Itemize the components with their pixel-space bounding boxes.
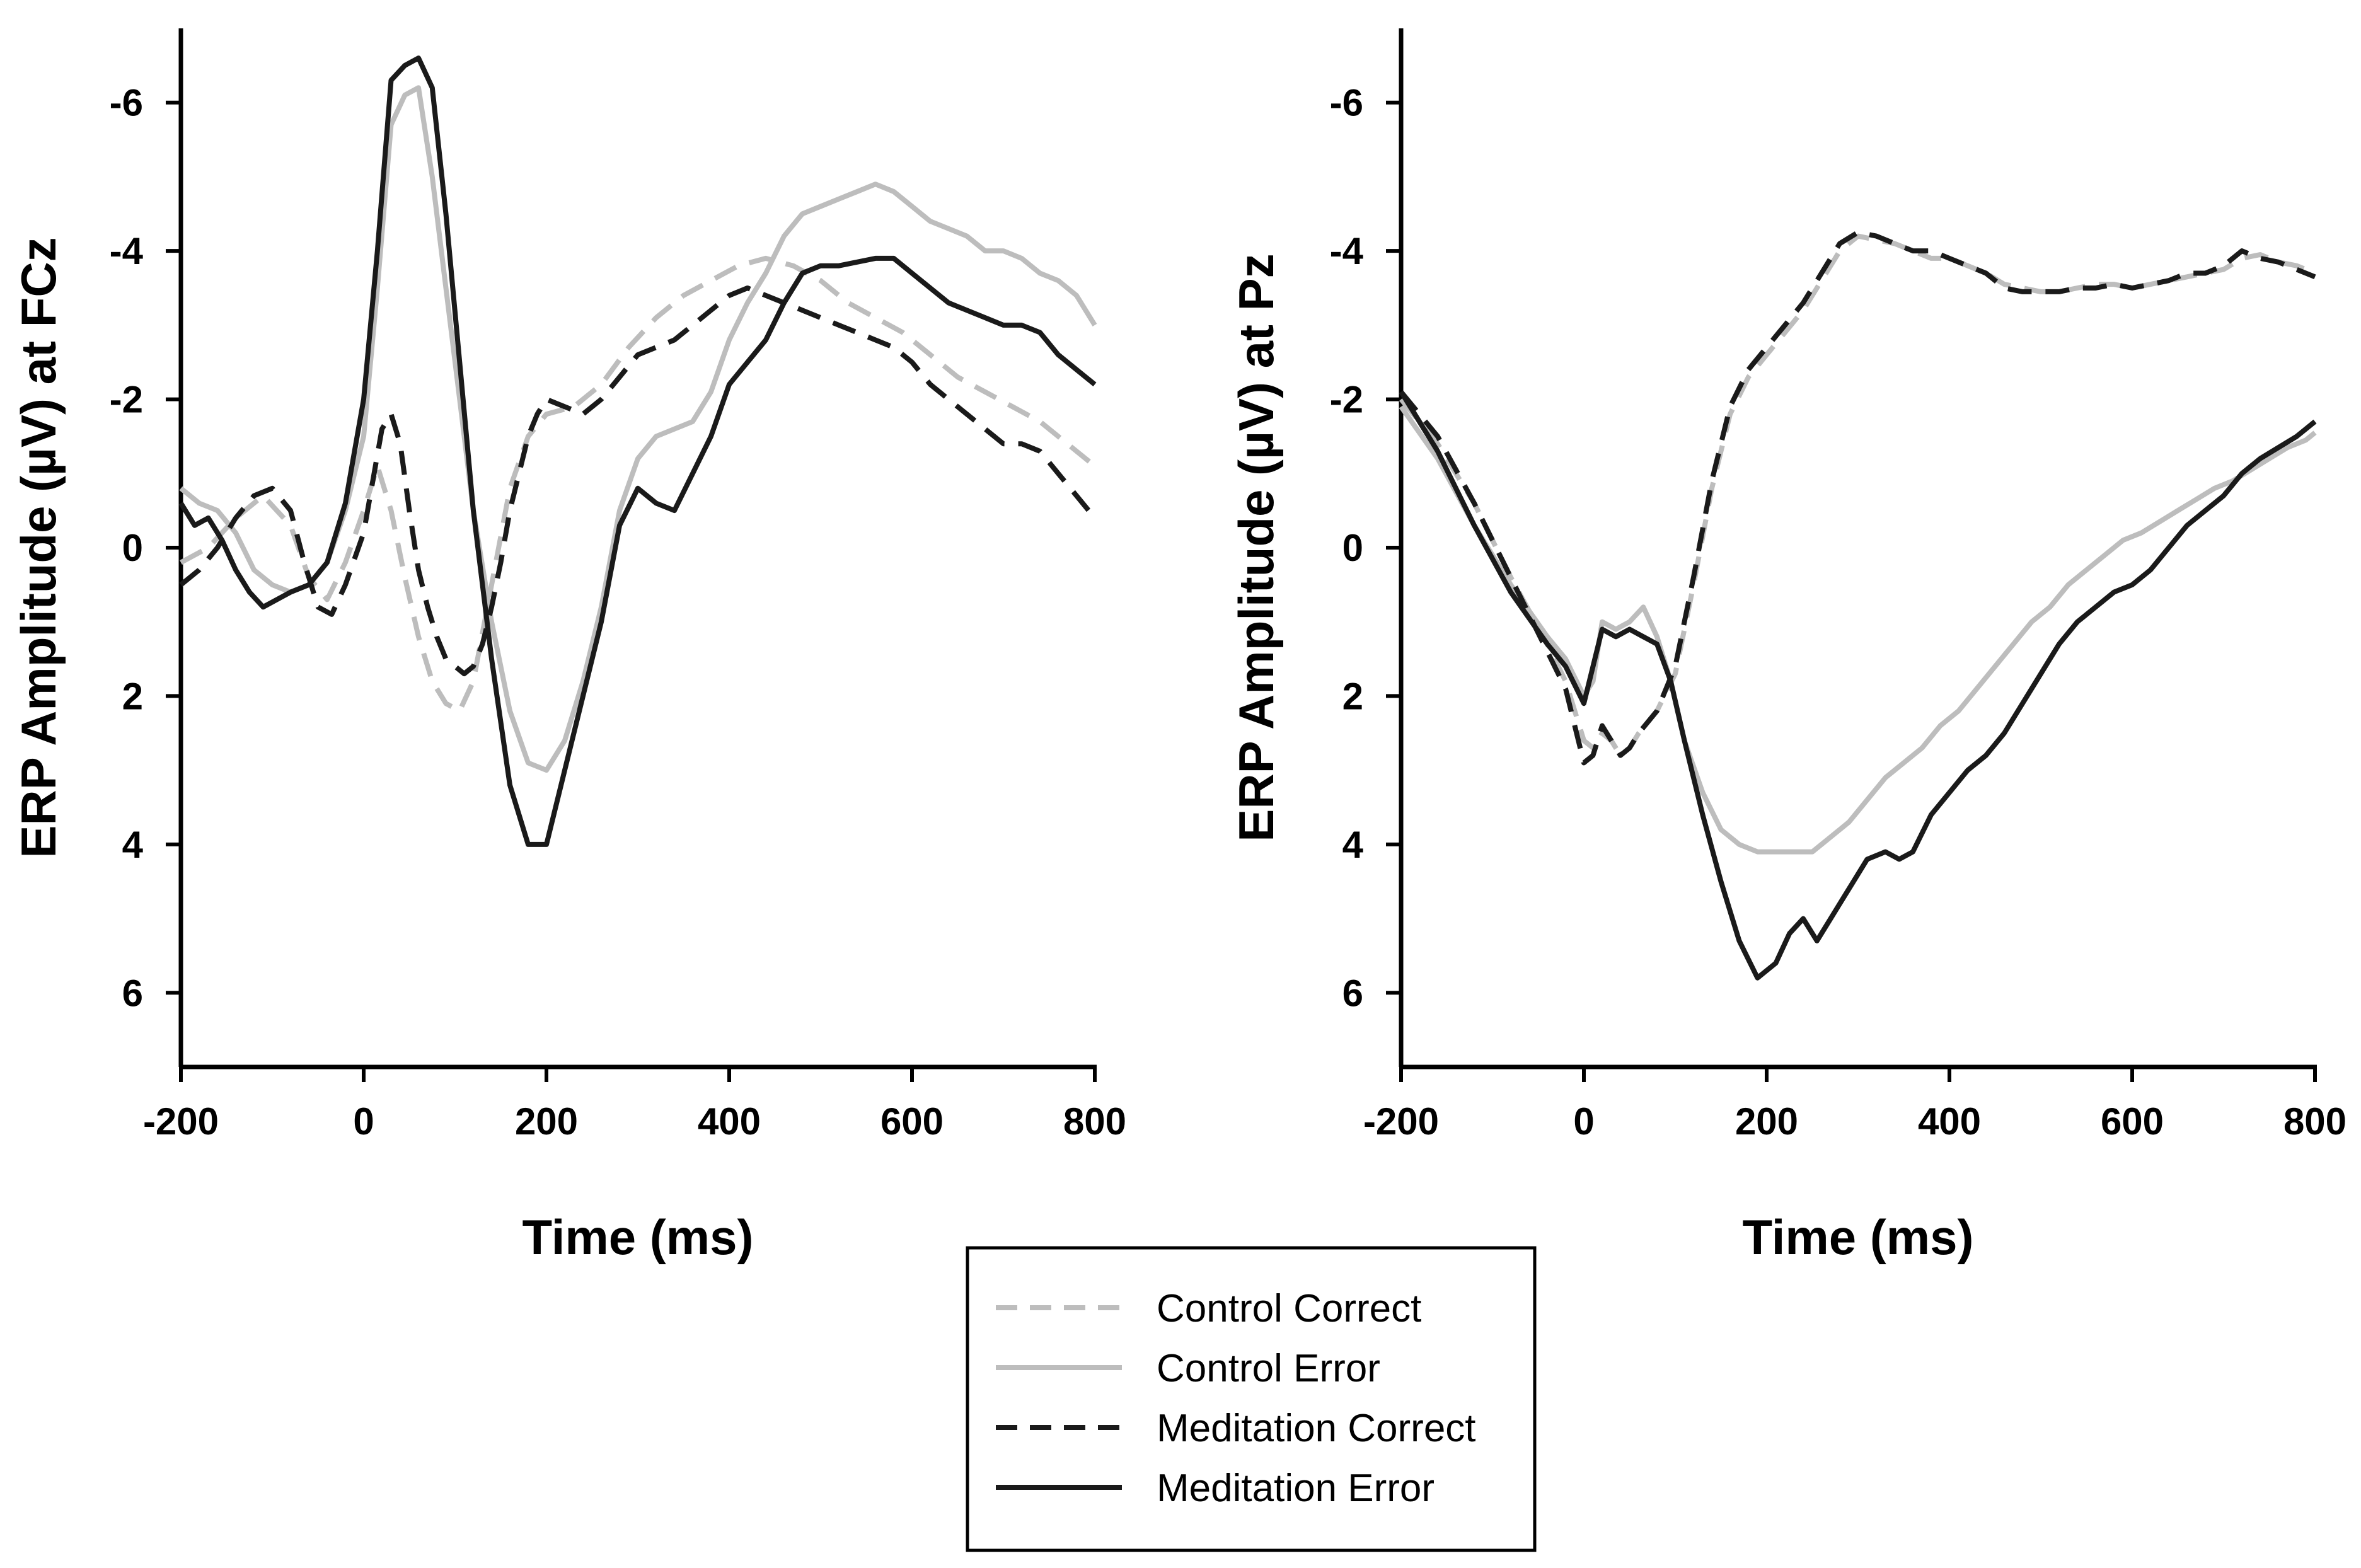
series-line-control-error [1399,405,2317,855]
x-tick-label: 200 [1735,1100,1798,1143]
y-tick-label: 2 [1342,675,1363,717]
series-line-control-error [179,85,1097,773]
y-tick-label: -2 [1330,379,1363,421]
legend-item-meditation-correct: Meditation Correct [996,1407,1476,1450]
legend-item-meditation-error: Meditation Error [996,1467,1434,1510]
x-tick-label: -200 [1363,1100,1439,1143]
series-line-control-correct [1399,233,2316,758]
y-tick-label: 6 [122,972,143,1014]
y-tick-label: 2 [122,675,143,717]
x-tick-label: 800 [1063,1100,1126,1143]
legend-label: Control Error [1157,1347,1380,1390]
y-axis-title: ERP Amplitude (µV) at Pz [1228,253,1284,841]
legend-item-control-error: Control Error [996,1347,1380,1390]
series-line-meditation-correct [1399,229,2316,766]
x-tick-label: 600 [2101,1100,2164,1143]
legend: Control Correct Control Error Meditation… [966,1246,1537,1552]
y-tick-label: 0 [1342,527,1363,569]
legend-label: Meditation Correct [1157,1407,1476,1450]
y-axis-title: ERP Amplitude (µV) at FCz [11,237,66,858]
y-tick-label: -6 [1330,82,1363,124]
y-tick-label: 0 [122,527,143,569]
legend-item-control-correct: Control Correct [996,1287,1421,1330]
x-axis-title: Time (ms) [1743,1209,1974,1265]
y-tick-label: -6 [110,82,143,124]
x-tick-label: 0 [1573,1100,1594,1143]
pz-panel: -6 -4 -2 0 2 4 6 -200 0 200 400 600 800 Time (ms) ERP … [1228,28,2347,1265]
y-tick-label: -4 [1330,230,1364,272]
x-tick-label: 0 [353,1100,374,1143]
legend-label: Meditation Error [1157,1467,1434,1510]
legend-label: Control Correct [1157,1287,1421,1330]
x-tick-label: 600 [880,1100,944,1143]
legend-frame [966,1246,1537,1552]
y-tick-label: -4 [110,230,144,272]
series-line-meditation-correct [179,285,1097,677]
x-tick-label: 200 [515,1100,578,1143]
series-line-meditation-error [1399,390,2317,981]
x-tick-label: -200 [143,1100,219,1143]
series-line-meditation-error [178,55,1097,847]
y-tick-label: 4 [1342,824,1364,866]
fcz-panel: -6 -4 -2 0 2 4 6 -200 0 200 400 600 800 Time (ms) ERP … [11,28,1126,1265]
series-line-control-correct [180,255,1097,713]
y-tick-label: 4 [122,824,144,866]
y-tick-label: -2 [110,379,143,421]
y-tick-label: 6 [1342,972,1363,1014]
x-axis-title: Time (ms) [522,1209,754,1265]
x-tick-label: 400 [698,1100,761,1143]
x-tick-label: 800 [2283,1100,2347,1143]
x-tick-label: 400 [1918,1100,1981,1143]
